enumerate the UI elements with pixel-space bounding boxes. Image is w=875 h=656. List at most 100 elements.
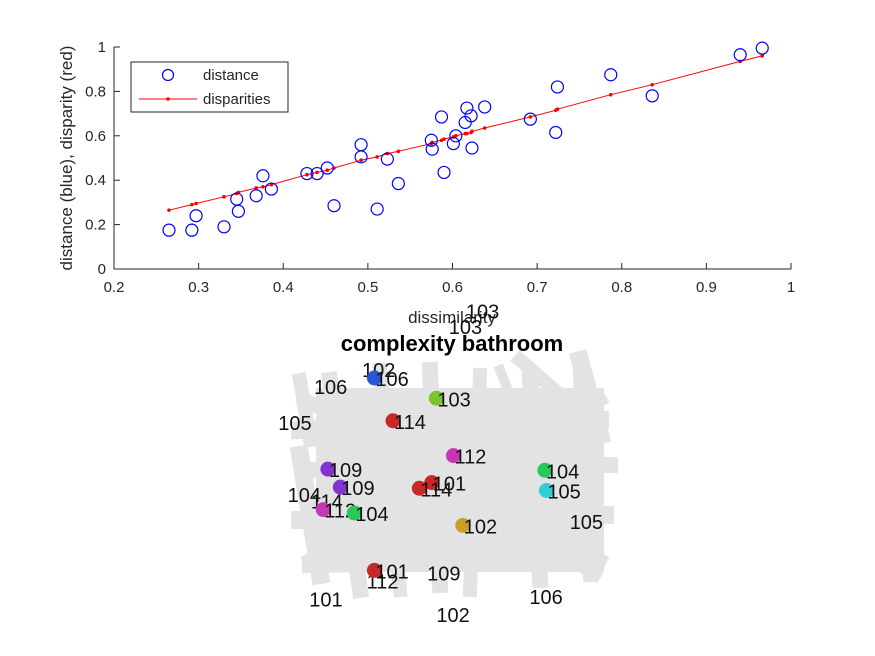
disparity-point [465, 131, 469, 136]
x-tick-label: 0.4 [273, 279, 294, 296]
distance-point [478, 100, 492, 114]
outside-label: 102 [436, 605, 469, 627]
bathroom-layout-drawing [289, 348, 619, 600]
outside-label: 101 [309, 589, 342, 611]
node-label: 114 [394, 412, 426, 434]
legend-distance-label: distance [203, 67, 259, 84]
x-tick-label: 0.5 [357, 279, 378, 296]
distance-point [217, 220, 231, 234]
x-tick-label: 0.6 [442, 279, 463, 296]
disparity-point [167, 208, 171, 212]
node-label: 104 [355, 504, 388, 526]
node-point [537, 462, 553, 478]
scatter-plot-dissimilarity: 0.2 0.3 0.4 0.5 0.6 0.7 0.8 0.9 1 00.20.40.60.81… [57, 39, 795, 327]
distance-point [185, 223, 199, 237]
disparity-point [359, 158, 363, 163]
disparity-point [608, 92, 613, 97]
node-point [424, 475, 440, 491]
y-axis-ticks: 0 0.2 0.4 0.6 0.8 1 [85, 39, 120, 278]
node-point [538, 483, 554, 498]
distance-point [460, 101, 474, 115]
distance-point [733, 48, 747, 62]
chart-title: complexity bathroom [341, 331, 563, 356]
outside-label: 109 [427, 564, 460, 586]
node-point [445, 448, 461, 464]
node-label: 109 [329, 460, 362, 482]
distance-point [391, 176, 405, 191]
node-label: 109 [341, 478, 374, 500]
y-tick-label: 0.6 [85, 128, 106, 145]
distance-point [437, 165, 451, 180]
node-label: 104 [546, 461, 579, 483]
y-tick-label: 1 [98, 39, 106, 56]
x-tick-label: 0.7 [527, 279, 548, 296]
disparity-point [325, 168, 330, 173]
disparity-point [454, 134, 458, 138]
legend-disparities-label: disparities [203, 91, 271, 108]
node-point [411, 480, 427, 496]
disparity-point [442, 137, 446, 141]
disparity-point [396, 149, 401, 154]
distance-point [434, 110, 449, 124]
distance-point [327, 199, 341, 213]
disparity-point [315, 170, 319, 175]
node-point [455, 517, 471, 533]
distance-point [189, 209, 203, 223]
disparity-point [470, 129, 474, 134]
node-point [428, 390, 444, 406]
disparity-point [194, 201, 198, 206]
node-point [320, 461, 336, 477]
disparity-point [190, 202, 194, 207]
distance-point [256, 169, 270, 183]
disparity-point [555, 107, 560, 111]
distance-point [604, 68, 618, 82]
disparity-point [261, 185, 265, 189]
plot-series-layer [162, 41, 769, 237]
distance-point [354, 150, 368, 164]
outside-label: 106 [529, 587, 562, 609]
node-label: 106 [375, 369, 408, 391]
distance-point [320, 161, 334, 175]
node-label: 101 [433, 474, 466, 496]
disparity-point [254, 186, 258, 190]
disparity-point [650, 82, 655, 87]
node-point [366, 562, 382, 578]
disparity-point [760, 54, 765, 58]
disparity-point [375, 155, 379, 159]
distance-point [424, 133, 438, 147]
distance-point [425, 142, 439, 156]
legend-box [130, 61, 289, 113]
x-tick-label: 0.8 [611, 279, 632, 296]
node-label: 101 [375, 561, 408, 583]
node-point [366, 370, 382, 386]
disparity-point [528, 115, 533, 119]
x-axis-label: dissimilarity [408, 308, 496, 327]
distance-point [162, 223, 176, 237]
disparity-point [482, 126, 487, 130]
node-point [315, 502, 331, 518]
node-point [332, 479, 348, 495]
node-label: 114 [420, 479, 452, 501]
distance-point [370, 202, 384, 216]
y-tick-label: 0.4 [85, 172, 106, 189]
outside-label: 105 [278, 413, 311, 435]
outside-label: 106 [314, 377, 347, 399]
x-tick-label: 0.2 [104, 279, 125, 296]
distance-point [645, 89, 659, 103]
disparity-point [305, 172, 309, 177]
legend: distance disparities [130, 61, 289, 113]
y-tick-label: 0.8 [85, 83, 106, 100]
y-tick-label: 0.2 [85, 217, 106, 234]
node-label: 103 [437, 389, 470, 411]
distance-point [449, 129, 463, 143]
distance-point [380, 152, 394, 166]
x-axis-ticks: 0.2 0.3 0.4 0.5 0.6 0.7 0.8 0.9 1 [104, 263, 795, 296]
distance-point [300, 166, 314, 181]
outside-label: 103 [449, 317, 482, 339]
distance-point [310, 166, 324, 181]
distance-point [523, 112, 537, 126]
y-tick-label: 0 [98, 261, 106, 278]
